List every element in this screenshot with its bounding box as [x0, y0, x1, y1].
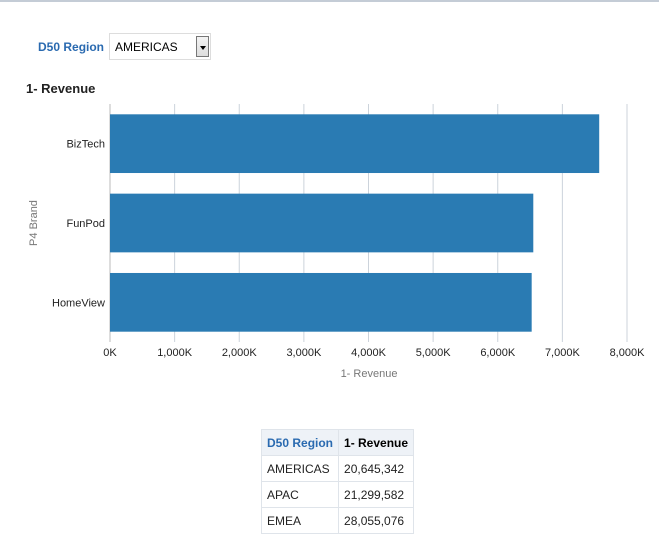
- table-row: APAC 21,299,582: [260, 481, 415, 508]
- table-row: EMEA 28,055,076: [260, 507, 415, 534]
- chevron-down-icon[interactable]: [196, 36, 209, 57]
- revenue-cell: 20,645,342: [338, 455, 415, 482]
- revenue-table: D50 Region 1- Revenue AMERICAS 20,645,342…: [260, 429, 415, 534]
- x-tick-label: 8,000K: [610, 347, 646, 359]
- table-row: AMERICAS 20,645,342: [260, 455, 415, 482]
- column-header-revenue[interactable]: 1- Revenue: [338, 429, 415, 456]
- region-select[interactable]: AMERICAS: [109, 33, 211, 60]
- x-tick-label: 5,000K: [416, 347, 452, 359]
- x-tick-label: 4,000K: [351, 347, 387, 359]
- x-tick-label: 3,000K: [286, 347, 322, 359]
- y-tick-label: HomeView: [52, 297, 105, 309]
- revenue-cell: 21,299,582: [338, 481, 415, 508]
- region-cell: EMEA: [260, 507, 340, 534]
- chart-title: 1- Revenue: [26, 81, 96, 96]
- x-axis-title: 1- Revenue: [341, 368, 398, 380]
- bar-funpod[interactable]: [110, 193, 534, 253]
- y-axis-title: P4 Brand: [28, 200, 40, 246]
- revenue-cell: 28,055,076: [338, 507, 415, 534]
- x-tick-label: 1,000K: [157, 347, 193, 359]
- bar-homeview[interactable]: [110, 272, 532, 332]
- region-cell: APAC: [260, 481, 340, 508]
- x-tick-label: 7,000K: [545, 347, 581, 359]
- region-prompt-label: D50 Region: [38, 40, 105, 54]
- column-header-region[interactable]: D50 Region: [260, 429, 340, 456]
- region-cell: AMERICAS: [260, 455, 340, 482]
- y-tick-label: FunPod: [66, 218, 105, 230]
- bar-chart: BizTech FunPod HomeView 0K 1,000K 2,000K 3,00…: [28, 104, 646, 380]
- x-tick-label: 0K: [103, 347, 117, 359]
- bar-biztech[interactable]: [110, 114, 600, 174]
- y-tick-label: BizTech: [66, 139, 105, 151]
- x-tick-label: 2,000K: [222, 347, 258, 359]
- x-tick-label: 6,000K: [480, 347, 516, 359]
- region-select-value: AMERICAS: [115, 40, 178, 54]
